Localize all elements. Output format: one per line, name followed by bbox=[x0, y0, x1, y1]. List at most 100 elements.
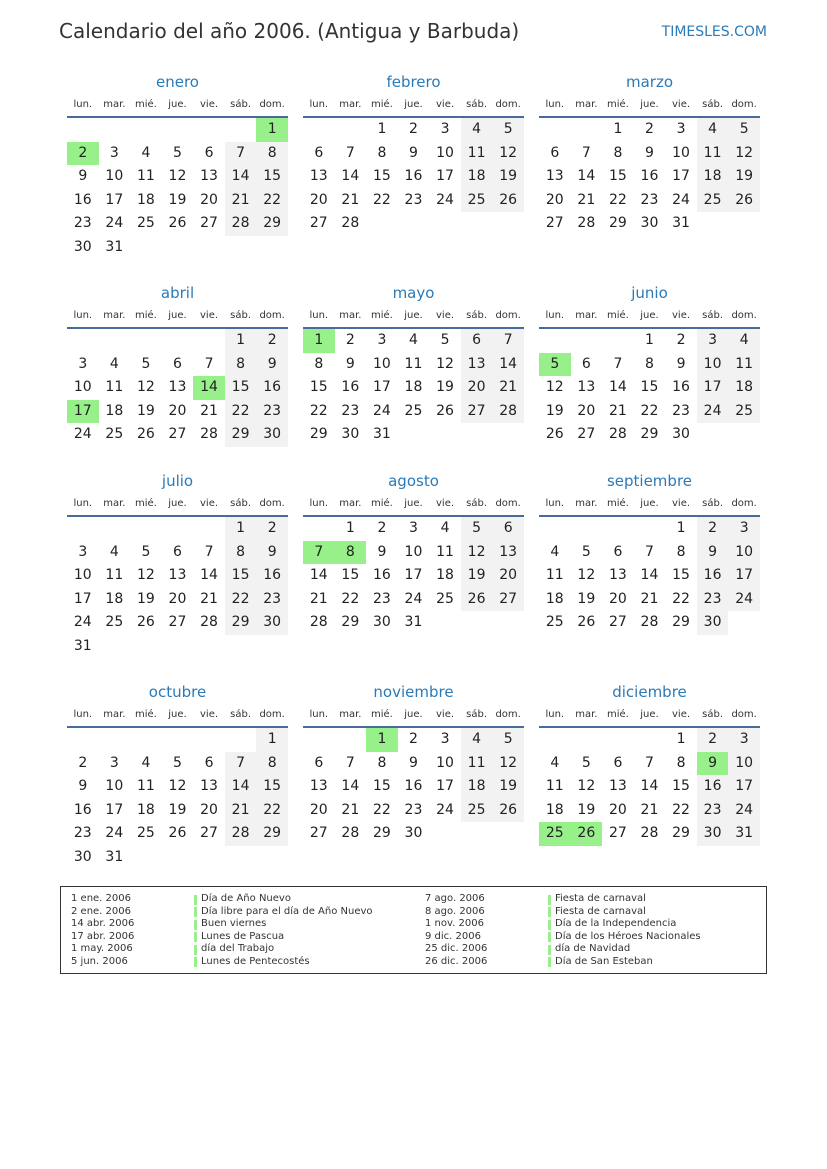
day-cell[interactable]: 3 bbox=[728, 728, 760, 752]
day-cell[interactable]: 26 bbox=[728, 188, 760, 213]
day-cell[interactable]: 27 bbox=[309, 825, 328, 842]
day-cell[interactable]: 2 bbox=[645, 121, 654, 137]
day-cell[interactable]: 25 bbox=[460, 798, 493, 823]
day-cell[interactable]: 8 bbox=[224, 540, 257, 565]
day-cell[interactable]: 22 bbox=[672, 590, 690, 607]
day-cell[interactable]: 10 bbox=[728, 540, 760, 565]
day-cell[interactable]: 6 bbox=[550, 144, 560, 161]
day-cell[interactable]: 20 bbox=[309, 191, 328, 208]
day-cell[interactable]: 3 bbox=[109, 144, 119, 161]
day-cell[interactable]: 11 bbox=[404, 355, 423, 372]
day-cell[interactable]: 22 bbox=[224, 399, 257, 424]
day-cell[interactable]: 1 bbox=[645, 332, 654, 348]
day-cell[interactable]: 7 bbox=[492, 329, 524, 353]
day-cell[interactable]: 9 bbox=[409, 754, 418, 771]
day-cell[interactable]: 19 bbox=[436, 379, 454, 396]
day-cell[interactable]: 12 bbox=[728, 141, 760, 166]
day-cell[interactable]: 26 bbox=[492, 798, 524, 823]
day-cell[interactable]: 29 bbox=[672, 614, 690, 631]
day-cell[interactable]: 25 bbox=[539, 822, 571, 846]
day-cell[interactable]: 2 bbox=[78, 754, 88, 771]
day-cell[interactable]: 27 bbox=[608, 825, 627, 842]
day-cell[interactable]: 9 bbox=[645, 144, 654, 161]
day-cell[interactable]: 13 bbox=[200, 168, 218, 185]
day-cell[interactable]: 16 bbox=[640, 168, 659, 185]
day-cell[interactable]: 21 bbox=[341, 801, 360, 818]
day-cell[interactable]: 5 bbox=[440, 332, 450, 348]
day-cell[interactable]: 26 bbox=[168, 215, 187, 232]
day-cell[interactable]: 3 bbox=[78, 355, 88, 372]
day-cell[interactable]: 9 bbox=[256, 352, 288, 377]
day-cell[interactable]: 19 bbox=[492, 165, 524, 189]
day-cell[interactable]: 13 bbox=[168, 567, 187, 584]
day-cell[interactable]: 23 bbox=[640, 191, 659, 208]
day-cell[interactable]: 25 bbox=[105, 426, 124, 443]
day-cell[interactable]: 10 bbox=[73, 379, 92, 396]
day-cell[interactable]: 11 bbox=[545, 567, 564, 584]
day-cell[interactable]: 18 bbox=[105, 402, 124, 419]
day-cell[interactable]: 26 bbox=[136, 426, 155, 443]
day-cell[interactable]: 24 bbox=[436, 801, 454, 818]
day-cell[interactable]: 23 bbox=[404, 191, 423, 208]
day-cell[interactable]: 17 bbox=[728, 564, 760, 588]
day-cell[interactable]: 25 bbox=[545, 614, 564, 631]
day-cell[interactable]: 21 bbox=[608, 402, 627, 419]
day-cell[interactable]: 27 bbox=[168, 614, 187, 631]
day-cell[interactable]: 26 bbox=[460, 587, 493, 612]
day-cell[interactable]: 5 bbox=[492, 118, 524, 142]
day-cell[interactable]: 21 bbox=[224, 188, 257, 213]
day-cell[interactable]: 27 bbox=[200, 215, 218, 232]
day-cell[interactable]: 27 bbox=[608, 614, 627, 631]
day-cell[interactable]: 29 bbox=[224, 611, 257, 635]
day-cell[interactable]: 23 bbox=[73, 825, 92, 842]
day-cell[interactable]: 8 bbox=[314, 355, 324, 372]
day-cell[interactable]: 12 bbox=[577, 778, 596, 795]
day-cell[interactable]: 4 bbox=[550, 543, 560, 560]
day-cell[interactable]: 24 bbox=[73, 614, 92, 631]
day-cell[interactable]: 1 bbox=[676, 520, 686, 536]
day-cell[interactable]: 20 bbox=[460, 376, 493, 400]
day-cell[interactable]: 8 bbox=[256, 141, 288, 166]
day-cell[interactable]: 17 bbox=[728, 775, 760, 799]
day-cell[interactable]: 6 bbox=[613, 543, 623, 560]
day-cell[interactable]: 12 bbox=[168, 778, 187, 795]
day-cell[interactable]: 24 bbox=[672, 191, 690, 208]
day-cell[interactable]: 24 bbox=[728, 587, 760, 612]
day-cell[interactable]: 4 bbox=[440, 520, 450, 536]
day-cell[interactable]: 20 bbox=[168, 590, 187, 607]
day-cell[interactable]: 1 bbox=[377, 121, 387, 137]
day-cell[interactable]: 17 bbox=[672, 168, 690, 185]
day-cell[interactable]: 18 bbox=[545, 590, 564, 607]
day-cell[interactable]: 20 bbox=[545, 191, 564, 208]
day-cell[interactable]: 4 bbox=[409, 332, 418, 348]
day-cell[interactable]: 14 bbox=[640, 778, 659, 795]
day-cell[interactable]: 30 bbox=[372, 614, 391, 631]
day-cell[interactable]: 18 bbox=[545, 801, 564, 818]
day-cell[interactable]: 18 bbox=[728, 376, 760, 400]
day-cell[interactable]: 6 bbox=[314, 754, 324, 771]
day-cell[interactable]: 22 bbox=[608, 191, 627, 208]
day-cell[interactable]: 27 bbox=[545, 215, 564, 232]
day-cell[interactable]: 14 bbox=[224, 165, 257, 189]
day-cell[interactable]: 9 bbox=[377, 543, 387, 560]
day-cell[interactable]: 30 bbox=[256, 423, 288, 447]
day-cell[interactable]: 4 bbox=[109, 355, 119, 372]
day-cell[interactable]: 31 bbox=[672, 215, 690, 232]
day-cell[interactable]: 6 bbox=[173, 543, 182, 560]
day-cell[interactable]: 13 bbox=[608, 567, 627, 584]
day-cell[interactable]: 18 bbox=[105, 590, 124, 607]
day-cell[interactable]: 7 bbox=[204, 355, 214, 372]
day-cell[interactable]: 16 bbox=[341, 379, 360, 396]
day-cell[interactable]: 13 bbox=[577, 379, 596, 396]
day-cell[interactable]: 17 bbox=[436, 168, 454, 185]
day-cell[interactable]: 23 bbox=[696, 587, 729, 612]
day-cell[interactable]: 18 bbox=[696, 165, 729, 189]
day-cell[interactable]: 4 bbox=[460, 728, 493, 752]
day-cell[interactable]: 14 bbox=[341, 168, 360, 185]
day-cell[interactable]: 28 bbox=[200, 614, 218, 631]
day-cell[interactable]: 10 bbox=[436, 754, 454, 771]
day-cell[interactable]: 5 bbox=[173, 144, 182, 161]
day-cell[interactable]: 10 bbox=[728, 751, 760, 776]
day-cell[interactable]: 17 bbox=[696, 376, 729, 400]
day-cell[interactable]: 8 bbox=[334, 540, 367, 565]
